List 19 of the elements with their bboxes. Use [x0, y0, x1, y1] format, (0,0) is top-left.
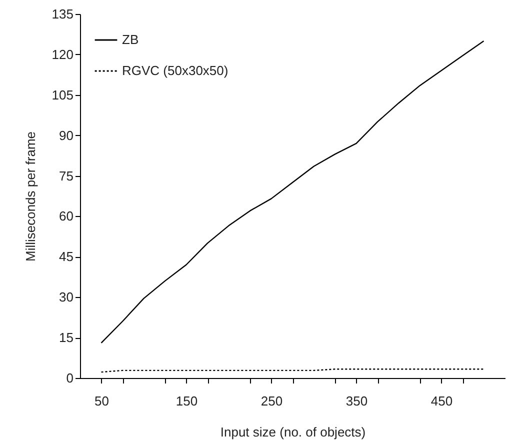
- y-tick-label: 0: [66, 370, 74, 386]
- y-tick-label: 90: [59, 128, 74, 143]
- x-tick-label: 50: [94, 394, 109, 408]
- x-tick-label: 350: [346, 394, 368, 408]
- y-tick-label: 75: [59, 168, 74, 184]
- x-tick-label: 450: [430, 394, 453, 408]
- legend-label: ZB: [122, 32, 139, 47]
- y-tick-label: 105: [52, 87, 74, 102]
- legend-label: RGVC (50x30x50): [122, 63, 228, 78]
- x-tick-label: 250: [260, 394, 283, 408]
- y-tick-label: 60: [59, 208, 74, 224]
- y-tick-label: 135: [52, 6, 74, 22]
- y-tick-label: 120: [52, 46, 74, 62]
- y-tick-label: 15: [59, 330, 74, 346]
- y-axis-title: Milliseconds per frame: [22, 131, 38, 262]
- x-axis-title: Input size (no. of objects): [220, 424, 366, 440]
- x-tick-label: 150: [176, 394, 198, 408]
- y-tick-label: 45: [59, 249, 74, 264]
- y-tick-label: 30: [59, 290, 74, 305]
